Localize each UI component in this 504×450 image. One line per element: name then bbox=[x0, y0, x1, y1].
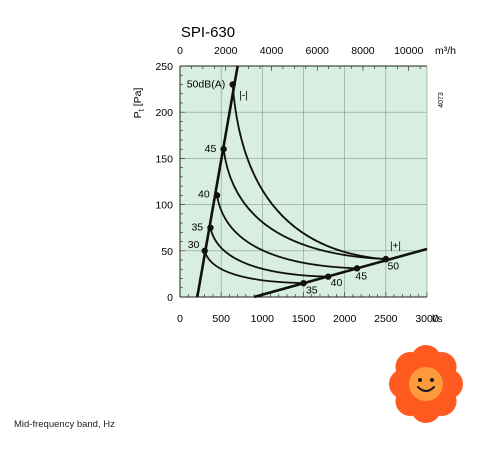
noise-label-left: 45 bbox=[205, 143, 217, 155]
x-tick-label-bottom: 1500 bbox=[292, 313, 316, 325]
range-marker-label: |-| bbox=[239, 90, 248, 101]
noise-point-end bbox=[382, 255, 390, 263]
system-line bbox=[253, 247, 428, 299]
noise-label-left: 40 bbox=[198, 188, 210, 200]
noise-label-left: 30 bbox=[188, 239, 200, 251]
noise-point-start bbox=[229, 81, 236, 88]
noise-label-bottom: 35 bbox=[306, 284, 318, 296]
x-tick-label-bottom: 0 bbox=[177, 313, 183, 325]
x-axis-label-top: m³/h bbox=[435, 45, 456, 57]
x-tick-label-top: 8000 bbox=[351, 45, 375, 57]
noise-point-start bbox=[207, 224, 214, 231]
noise-curve bbox=[203, 250, 304, 285]
y-axis-label: Pt [Pa] bbox=[132, 88, 146, 119]
x-tick-label-top: 10000 bbox=[394, 45, 423, 57]
x-tick-label-top: 4000 bbox=[260, 45, 284, 57]
y-tick-label: 250 bbox=[155, 61, 173, 73]
x-tick-label-bottom: 3000 bbox=[415, 313, 439, 325]
noise-curve bbox=[209, 227, 329, 278]
y-tick-label: 50 bbox=[161, 246, 173, 258]
y-tick-label: 150 bbox=[155, 153, 173, 165]
x-axis-label-bottom: l/s bbox=[432, 313, 443, 325]
y-tick-label: 200 bbox=[155, 107, 173, 119]
noise-curve bbox=[216, 195, 358, 270]
x-tick-label-top: 0 bbox=[177, 45, 183, 57]
x-tick-label-bottom: 500 bbox=[212, 313, 230, 325]
y-tick-label: 100 bbox=[155, 200, 173, 212]
noise-point-end bbox=[300, 279, 307, 287]
frequency-caption: Mid-frequency band, Hz bbox=[14, 419, 115, 430]
flower-icon bbox=[389, 345, 463, 423]
y-tick-label: 0 bbox=[167, 292, 173, 304]
range-marker-label: |+| bbox=[390, 241, 401, 252]
noise-curve bbox=[222, 149, 386, 261]
noise-label-bottom: 40 bbox=[331, 277, 343, 289]
x-tick-label-bottom: 2000 bbox=[333, 313, 357, 325]
noise-curve bbox=[231, 84, 386, 261]
noise-point-start bbox=[201, 247, 208, 254]
x-tick-label-bottom: 1000 bbox=[251, 313, 275, 325]
noise-label-bottom: 50 bbox=[387, 260, 399, 272]
chart-title: SPI-630 bbox=[181, 24, 235, 41]
system-line bbox=[196, 65, 239, 298]
noise-label-left: 35 bbox=[191, 222, 203, 234]
x-tick-label-top: 6000 bbox=[306, 45, 330, 57]
noise-point-start bbox=[220, 145, 227, 153]
side-code-label: 4073 bbox=[438, 92, 445, 108]
x-tick-label-bottom: 2500 bbox=[374, 313, 398, 325]
noise-point-end bbox=[325, 273, 332, 280]
noise-point-start bbox=[213, 192, 221, 199]
noise-label-left: 50dB(A) bbox=[187, 78, 226, 90]
noise-point-end bbox=[353, 265, 361, 272]
noise-label-bottom: 45 bbox=[355, 270, 367, 282]
x-tick-label-top: 2000 bbox=[214, 45, 238, 57]
